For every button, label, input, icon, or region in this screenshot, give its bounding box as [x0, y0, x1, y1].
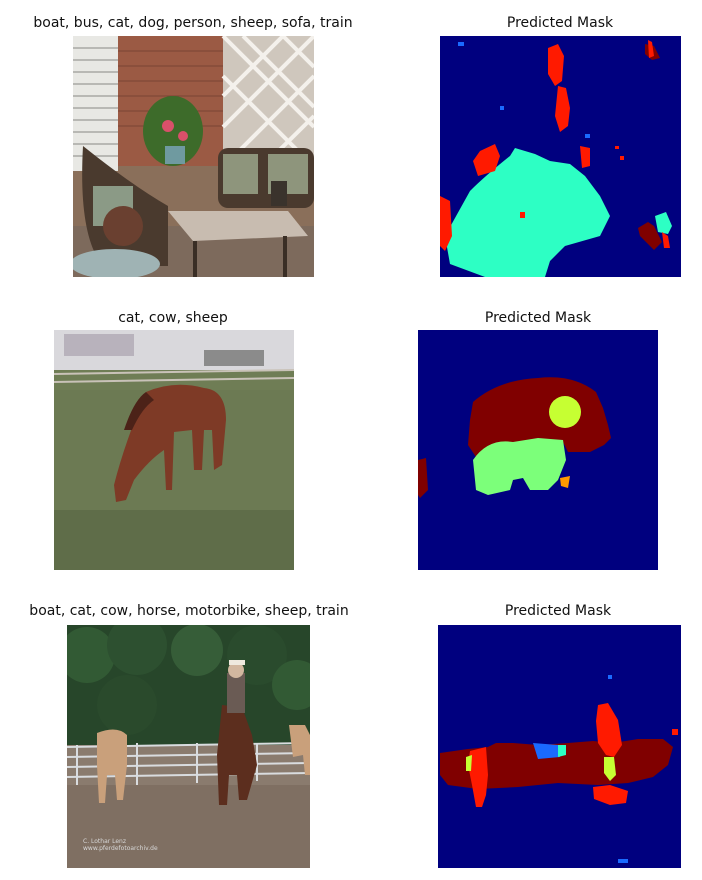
- watermark: C. Lothar Lenz www.pferdefotoarchiv.de: [83, 838, 158, 852]
- photo-patio: [73, 36, 314, 277]
- watermark-line-2: www.pferdefotoarchiv.de: [83, 845, 158, 853]
- mask-title-2: Predicted Mask: [484, 310, 592, 326]
- photo-title-3: boat, cat, cow, horse, motorbike, sheep,…: [29, 603, 349, 619]
- photo-title-1: boat, bus, cat, dog, person, sheep, sofa…: [33, 15, 353, 31]
- photo-title-2: cat, cow, sheep: [118, 310, 228, 326]
- mask-title-3: Predicted Mask: [504, 603, 612, 619]
- watermark-line-1: C. Lothar Lenz: [83, 838, 126, 845]
- mask-1: [440, 36, 681, 277]
- photo-horse: [54, 330, 294, 570]
- mask-3: [438, 625, 681, 868]
- photo-horses: C. Lothar Lenz www.pferdefotoarchiv.de: [67, 625, 310, 868]
- mask-2: [418, 330, 658, 570]
- mask-title-1: Predicted Mask: [506, 15, 614, 31]
